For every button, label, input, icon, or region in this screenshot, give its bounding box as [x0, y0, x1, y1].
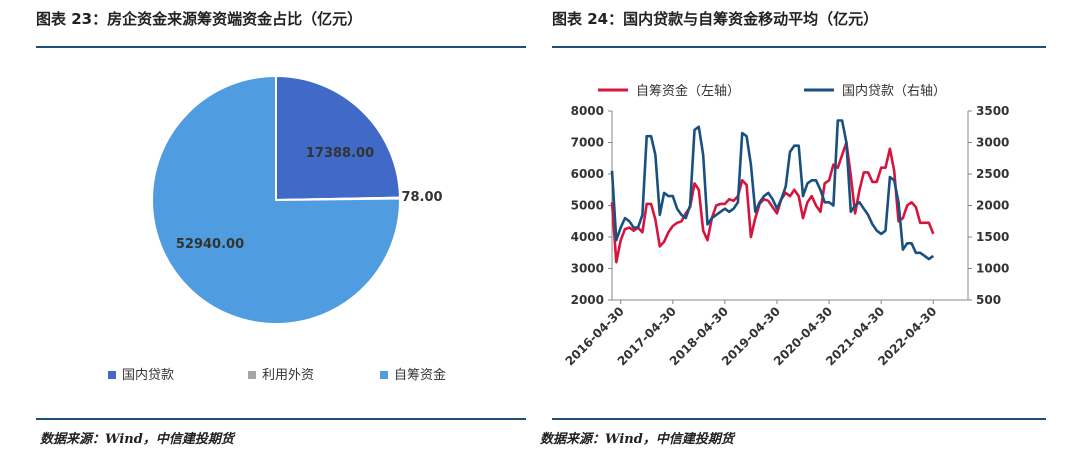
- pie-legend-swatch-1: [108, 371, 116, 379]
- left-top-rule: [36, 46, 526, 48]
- right-y-tick-label-4: 2500: [976, 167, 1009, 181]
- right-panel-title: 图表 24：国内贷款与自筹资金移动平均（亿元）: [552, 10, 879, 28]
- pie-data-label-1: 17388.00: [306, 146, 374, 161]
- series-line-2: [610, 119, 935, 261]
- right-top-rule: [552, 46, 1046, 48]
- right-y-tick-label-2: 1500: [976, 230, 1009, 244]
- right-source-note: 数据来源：Wind，中信建投期货: [540, 432, 734, 447]
- pie-slice-3: [151, 74, 401, 325]
- left-y-tick-label-3: 5000: [571, 199, 604, 213]
- pie-legend-swatch-3: [380, 371, 388, 379]
- pie-chart: 17388.00 78.00 52940.00 国内贷款 利用外资 自筹资金: [108, 74, 446, 383]
- left-y-tick-label-0: 2000: [571, 293, 604, 307]
- pie-legend-swatch-2: [248, 371, 256, 379]
- left-bottom-rule: [36, 418, 526, 420]
- left-panel-title: 图表 23：房企资金来源筹资端资金占比（亿元）: [36, 10, 363, 28]
- series-line-1: [610, 141, 935, 264]
- left-y-tick-label-5: 7000: [571, 136, 604, 150]
- right-y-tick-label-5: 3000: [976, 136, 1009, 150]
- pie-legend-label-3: 自筹资金: [394, 367, 446, 383]
- line-legend-label-2: 国内贷款（右轴）: [842, 83, 946, 99]
- pie-legend-label-2: 利用外资: [262, 368, 314, 383]
- right-y-tick-label-1: 1000: [976, 262, 1009, 276]
- line-legend-label-1: 自筹资金（左轴）: [636, 83, 740, 99]
- pie-slice-1: [275, 74, 401, 202]
- left-y-tick-label-6: 8000: [571, 104, 604, 118]
- right-y-tick-label-6: 3500: [976, 104, 1009, 118]
- pie-legend-label-1: 国内贷款: [122, 367, 174, 383]
- right-y-tick-label-0: 500: [976, 293, 1001, 307]
- line-chart: 2000 3000 4000 5000 6000 7000 8000 500 1000 1500 2…: [563, 83, 1010, 368]
- right-bottom-rule: [552, 418, 1046, 420]
- pie-data-label-3: 52940.00: [176, 237, 244, 252]
- left-y-tick-label-2: 4000: [571, 230, 604, 244]
- pie-data-label-2: 78.00: [401, 190, 442, 205]
- right-y-tick-label-3: 2000: [976, 199, 1009, 213]
- left-source-note: 数据来源：Wind，中信建投期货: [40, 432, 234, 447]
- left-y-tick-label-4: 6000: [571, 167, 604, 181]
- left-y-tick-label-1: 3000: [571, 262, 604, 276]
